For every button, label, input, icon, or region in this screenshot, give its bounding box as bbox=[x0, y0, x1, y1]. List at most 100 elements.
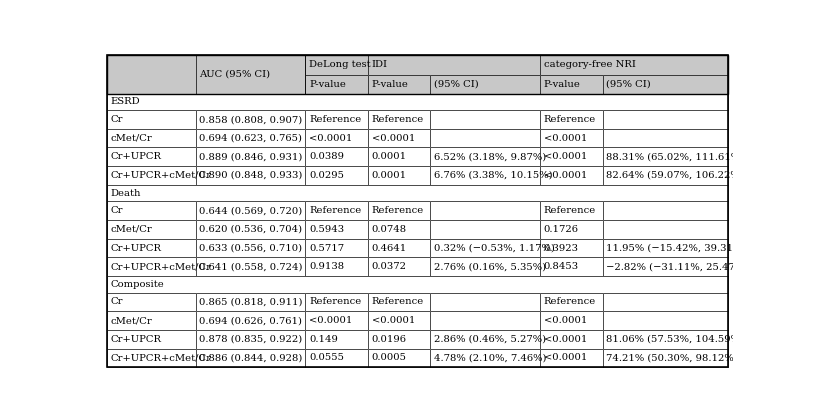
Bar bbox=[107, 257, 195, 276]
Bar bbox=[368, 129, 431, 148]
Bar bbox=[540, 330, 602, 349]
Bar bbox=[107, 148, 195, 166]
Bar bbox=[368, 201, 431, 220]
Bar bbox=[431, 330, 540, 349]
Text: Cr+UPCR: Cr+UPCR bbox=[111, 335, 162, 344]
Text: 4.78% (2.10%, 7.46%): 4.78% (2.10%, 7.46%) bbox=[434, 353, 547, 362]
Bar bbox=[107, 330, 195, 349]
Text: AUC (95% CI): AUC (95% CI) bbox=[199, 70, 270, 79]
Text: 74.21% (50.30%, 98.12%): 74.21% (50.30%, 98.12%) bbox=[606, 353, 738, 362]
Bar bbox=[602, 293, 728, 311]
Bar bbox=[107, 293, 195, 311]
Bar bbox=[431, 148, 540, 166]
Bar bbox=[107, 276, 728, 293]
Bar bbox=[107, 94, 728, 110]
Bar bbox=[305, 166, 368, 185]
Text: 0.0748: 0.0748 bbox=[372, 225, 407, 234]
Bar bbox=[195, 330, 305, 349]
Text: Cr+UPCR+cMet/Cr: Cr+UPCR+cMet/Cr bbox=[111, 353, 212, 362]
Bar bbox=[195, 129, 305, 148]
Bar bbox=[540, 75, 602, 94]
Bar bbox=[305, 148, 368, 166]
Text: 0.1726: 0.1726 bbox=[544, 225, 579, 234]
Bar bbox=[305, 110, 368, 129]
Bar bbox=[195, 55, 305, 75]
Text: 0.641 (0.558, 0.724): 0.641 (0.558, 0.724) bbox=[199, 262, 303, 271]
Bar bbox=[107, 55, 195, 75]
Bar bbox=[368, 166, 431, 185]
Text: 0.0295: 0.0295 bbox=[309, 171, 344, 180]
Bar bbox=[540, 349, 602, 367]
Bar bbox=[195, 330, 305, 349]
Bar bbox=[431, 293, 540, 311]
Bar bbox=[195, 201, 305, 220]
Bar bbox=[540, 148, 602, 166]
Bar bbox=[107, 185, 728, 201]
Bar bbox=[431, 75, 540, 94]
Bar bbox=[368, 55, 540, 75]
Bar bbox=[431, 349, 540, 367]
Bar bbox=[107, 276, 728, 293]
Bar bbox=[305, 55, 368, 75]
Bar bbox=[107, 311, 195, 330]
Bar bbox=[540, 129, 602, 148]
Bar bbox=[602, 201, 728, 220]
Bar bbox=[540, 220, 602, 239]
Bar bbox=[368, 349, 431, 367]
Text: 6.52% (3.18%, 9.87%): 6.52% (3.18%, 9.87%) bbox=[434, 152, 546, 161]
Bar bbox=[195, 311, 305, 330]
Bar bbox=[602, 220, 728, 239]
Bar bbox=[195, 349, 305, 367]
Bar bbox=[368, 293, 431, 311]
Bar bbox=[368, 220, 431, 239]
Bar bbox=[195, 293, 305, 311]
Bar bbox=[368, 239, 431, 257]
Bar bbox=[305, 239, 368, 257]
Bar bbox=[368, 55, 540, 75]
Bar bbox=[305, 129, 368, 148]
Bar bbox=[602, 201, 728, 220]
Bar bbox=[431, 220, 540, 239]
Bar bbox=[195, 220, 305, 239]
Text: Cr: Cr bbox=[111, 115, 123, 124]
Bar bbox=[431, 239, 540, 257]
Bar bbox=[305, 75, 368, 94]
Bar bbox=[602, 330, 728, 349]
Text: 2.86% (0.46%, 5.27%): 2.86% (0.46%, 5.27%) bbox=[434, 335, 546, 344]
Text: <0.0001: <0.0001 bbox=[309, 316, 352, 325]
Text: 0.0196: 0.0196 bbox=[372, 335, 407, 344]
Bar bbox=[305, 110, 368, 129]
Bar bbox=[305, 166, 368, 185]
Bar bbox=[107, 220, 195, 239]
Bar bbox=[305, 220, 368, 239]
Bar bbox=[431, 311, 540, 330]
Bar bbox=[431, 166, 540, 185]
Bar bbox=[195, 311, 305, 330]
Text: 0.644 (0.569, 0.720): 0.644 (0.569, 0.720) bbox=[199, 206, 303, 215]
Text: Cr+UPCR+cMet/Cr: Cr+UPCR+cMet/Cr bbox=[111, 262, 212, 271]
Bar bbox=[540, 220, 602, 239]
Text: Reference: Reference bbox=[372, 206, 424, 215]
Bar bbox=[431, 129, 540, 148]
Bar bbox=[195, 220, 305, 239]
Text: <0.0001: <0.0001 bbox=[372, 316, 415, 325]
Text: 0.878 (0.835, 0.922): 0.878 (0.835, 0.922) bbox=[199, 335, 303, 344]
Bar bbox=[431, 220, 540, 239]
Bar bbox=[195, 110, 305, 129]
Text: Reference: Reference bbox=[309, 298, 361, 306]
Text: <0.0001: <0.0001 bbox=[309, 134, 352, 143]
Text: <0.0001: <0.0001 bbox=[544, 335, 587, 344]
Bar bbox=[540, 330, 602, 349]
Text: Reference: Reference bbox=[544, 206, 596, 215]
Bar bbox=[107, 110, 195, 129]
Bar bbox=[195, 166, 305, 185]
Bar bbox=[107, 55, 728, 94]
Bar bbox=[602, 148, 728, 166]
Bar bbox=[107, 349, 195, 367]
Text: 88.31% (65.02%, 111.61%): 88.31% (65.02%, 111.61%) bbox=[606, 152, 745, 161]
Text: 0.694 (0.623, 0.765): 0.694 (0.623, 0.765) bbox=[199, 134, 303, 143]
Text: IDI: IDI bbox=[372, 61, 387, 69]
Bar bbox=[368, 257, 431, 276]
Text: Composite: Composite bbox=[111, 280, 164, 289]
Bar bbox=[540, 349, 602, 367]
